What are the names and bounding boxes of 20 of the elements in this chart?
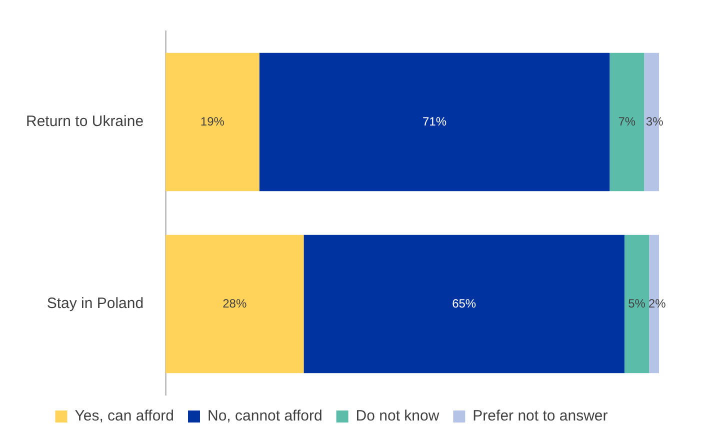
y-tick-label: Return to Ukraine: [26, 113, 144, 130]
data-label: 7%: [618, 114, 636, 128]
data-label: 5%: [628, 296, 646, 310]
data-label: 28%: [222, 296, 247, 310]
bar: [610, 52, 644, 192]
legend-label: Prefer not to answer: [472, 408, 608, 425]
data-label: 3%: [646, 114, 664, 128]
legend-label: No, cannot afford: [208, 408, 322, 425]
data-label: 71%: [422, 114, 447, 128]
data-label: 2%: [648, 296, 666, 310]
legend-label: Do not know: [356, 408, 440, 425]
bar: [259, 52, 610, 192]
bar: [624, 234, 650, 374]
data-label: 65%: [452, 296, 476, 310]
y-tick-label: Stay in Poland: [46, 295, 144, 312]
bar: [304, 234, 624, 374]
bar: [166, 52, 260, 192]
legend-label: Yes, can afford: [74, 408, 174, 425]
data-label: 19%: [200, 114, 225, 128]
bar: [166, 234, 304, 374]
